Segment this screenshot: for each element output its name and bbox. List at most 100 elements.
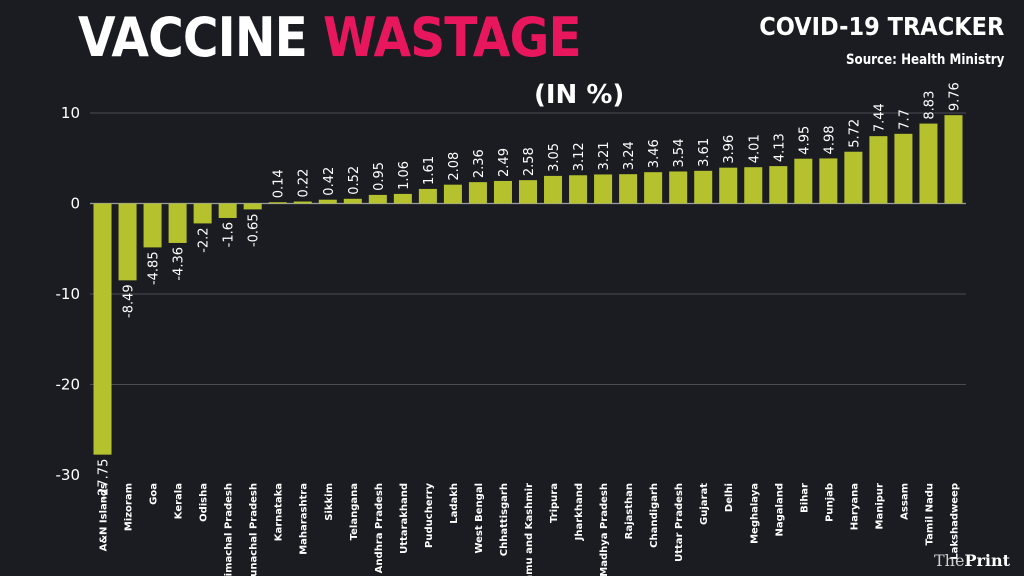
category-label: A&N Islands bbox=[99, 483, 110, 551]
chart-subtitle: (IN %) bbox=[534, 80, 625, 110]
data-label: -1.6 bbox=[222, 222, 237, 247]
title-accent: WASTAGE bbox=[322, 6, 582, 69]
category-label: Haryana bbox=[849, 483, 860, 530]
data-label: -2.2 bbox=[197, 227, 212, 252]
data-label: 4.13 bbox=[772, 133, 787, 162]
y-tick-label: 0 bbox=[70, 195, 80, 213]
y-tick-label: -30 bbox=[56, 466, 81, 484]
category-label: Telangana bbox=[349, 483, 360, 540]
category-label: Uttarakhand bbox=[399, 483, 410, 554]
bar bbox=[143, 203, 162, 248]
bar bbox=[118, 203, 137, 281]
tracker-heading: COVID-19 TRACKER bbox=[758, 12, 1004, 41]
data-label: 3.12 bbox=[572, 142, 587, 171]
bar bbox=[418, 188, 437, 204]
data-label: 3.24 bbox=[622, 141, 637, 170]
data-label: 2.49 bbox=[497, 148, 512, 177]
data-label: 2.08 bbox=[447, 152, 462, 181]
category-label: Nagaland bbox=[774, 483, 785, 536]
category-label: Lakshadweep bbox=[949, 483, 960, 560]
category-label: Chhattisgarh bbox=[499, 483, 510, 556]
category-label: Assam bbox=[899, 483, 910, 520]
category-label: Ladakh bbox=[449, 483, 460, 524]
category-label: Sikkim bbox=[324, 483, 335, 521]
bar bbox=[443, 184, 462, 204]
bar bbox=[869, 136, 888, 204]
category-label: Odisha bbox=[199, 483, 210, 522]
data-label: 0.95 bbox=[372, 162, 387, 191]
bar bbox=[268, 202, 287, 204]
bar bbox=[393, 193, 412, 204]
data-label: 0.42 bbox=[322, 167, 337, 196]
data-label: 7.7 bbox=[897, 109, 912, 130]
bar bbox=[93, 203, 112, 455]
bar bbox=[944, 115, 963, 204]
data-label: 3.61 bbox=[697, 138, 712, 167]
category-label: Bihar bbox=[799, 483, 810, 513]
chart-title: VACCINE WASTAGE bbox=[78, 6, 582, 69]
data-label: 4.98 bbox=[822, 125, 837, 154]
data-label: 0.14 bbox=[272, 169, 287, 198]
category-label: Maharashtra bbox=[299, 483, 310, 555]
bar bbox=[168, 203, 187, 243]
category-label: Meghalaya bbox=[749, 483, 760, 544]
bar bbox=[569, 175, 588, 204]
data-label: -27.75 bbox=[97, 459, 112, 501]
source-note: Source: Health Ministry bbox=[845, 52, 1004, 68]
y-tick-label: -20 bbox=[56, 376, 81, 394]
data-label: 4.95 bbox=[797, 126, 812, 155]
category-label: West Bengal bbox=[474, 483, 485, 554]
category-label: Manipur bbox=[874, 483, 885, 530]
bar bbox=[318, 199, 337, 204]
bar bbox=[368, 194, 387, 204]
bar bbox=[644, 172, 663, 204]
category-label: Tamil Nadu bbox=[924, 483, 935, 545]
data-label: 7.44 bbox=[872, 103, 887, 132]
category-label: Himachal Pradesh bbox=[224, 483, 235, 576]
title-main: VACCINE bbox=[78, 6, 308, 69]
data-label: 3.46 bbox=[647, 139, 662, 168]
category-label: Kerala bbox=[174, 483, 185, 519]
bar bbox=[844, 151, 863, 204]
category-label: Puducherry bbox=[424, 483, 435, 548]
bar bbox=[218, 203, 237, 218]
y-tick-label: -10 bbox=[56, 285, 81, 303]
data-label: 5.72 bbox=[847, 119, 862, 148]
data-label: 2.58 bbox=[522, 147, 537, 176]
category-label: Jammu and Kashmir bbox=[524, 483, 535, 576]
bar bbox=[468, 182, 487, 204]
data-label: -4.36 bbox=[172, 247, 187, 281]
category-label: Gujarat bbox=[699, 483, 710, 525]
bar bbox=[819, 158, 838, 204]
y-tick-label: 10 bbox=[61, 104, 80, 122]
bar bbox=[744, 167, 763, 204]
bar bbox=[544, 175, 563, 204]
bar bbox=[919, 123, 938, 204]
category-label: Goa bbox=[149, 483, 160, 505]
data-label: -8.49 bbox=[122, 284, 137, 318]
bar bbox=[694, 170, 713, 204]
category-label: Andhra Pradesh bbox=[374, 483, 385, 573]
category-label: Mizoram bbox=[124, 483, 135, 531]
data-label: 3.96 bbox=[722, 135, 737, 164]
bar bbox=[518, 180, 538, 204]
logo-the: The bbox=[933, 551, 965, 570]
bar bbox=[493, 180, 512, 204]
bar bbox=[243, 203, 262, 210]
data-label: 3.54 bbox=[672, 139, 687, 168]
data-label: 9.76 bbox=[947, 82, 962, 111]
category-label: Delhi bbox=[724, 483, 735, 512]
bar bbox=[894, 133, 913, 204]
theprint-logo: ThePrint bbox=[934, 551, 1010, 570]
data-label: -4.85 bbox=[147, 251, 162, 285]
data-label: 8.83 bbox=[922, 91, 937, 120]
data-label: 2.36 bbox=[472, 149, 487, 178]
category-label: Madhya Pradesh bbox=[599, 483, 610, 576]
bar bbox=[719, 167, 738, 204]
category-label: Rajasthan bbox=[624, 483, 635, 539]
bar bbox=[343, 198, 362, 204]
bar bbox=[769, 166, 788, 204]
bar bbox=[293, 201, 312, 204]
logo-print: Print bbox=[964, 551, 1010, 570]
